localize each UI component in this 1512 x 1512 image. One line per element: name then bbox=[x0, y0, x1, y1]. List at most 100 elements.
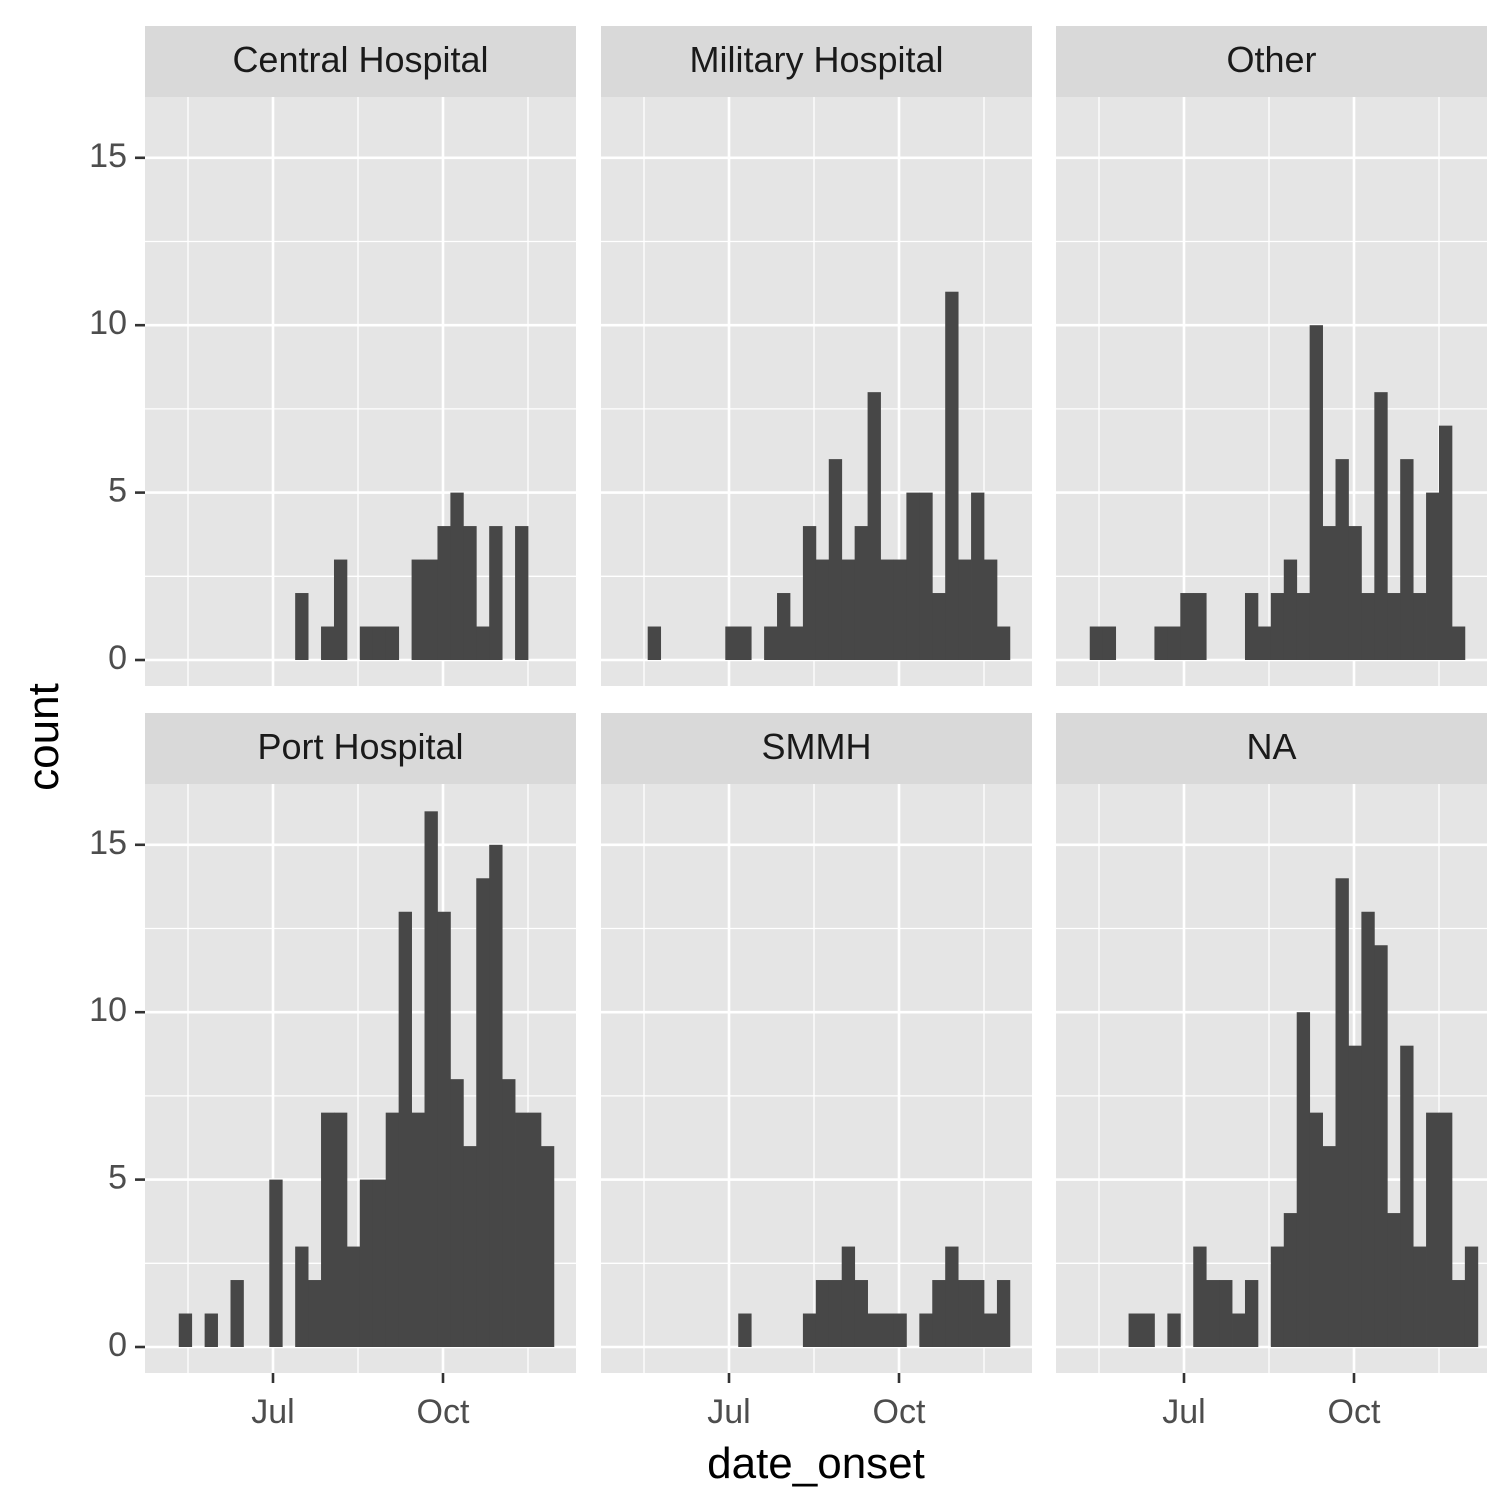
histogram-bar bbox=[880, 559, 894, 660]
histogram-bar bbox=[932, 593, 946, 660]
facet-strip-label: NA bbox=[1246, 726, 1296, 767]
histogram-bar bbox=[1348, 1045, 1362, 1347]
histogram-bar bbox=[1141, 1313, 1155, 1347]
histogram-bar bbox=[515, 1112, 529, 1347]
histogram-bar bbox=[333, 1112, 348, 1347]
histogram-bar bbox=[789, 626, 804, 660]
histogram-bar bbox=[1451, 626, 1466, 660]
histogram-bar bbox=[230, 1280, 244, 1347]
histogram-bar bbox=[204, 1313, 218, 1347]
histogram-bar bbox=[945, 291, 959, 660]
histogram-bar bbox=[815, 559, 830, 660]
histogram-bar bbox=[1361, 911, 1375, 1347]
panel-background bbox=[1056, 97, 1487, 686]
histogram-bar bbox=[828, 1280, 843, 1347]
y-tick-label: 0 bbox=[108, 1326, 127, 1364]
histogram-bar bbox=[958, 559, 972, 660]
histogram-bar bbox=[1451, 1280, 1466, 1347]
histogram-bar bbox=[996, 626, 1011, 660]
histogram-bar bbox=[463, 1146, 477, 1347]
y-tick-label: 5 bbox=[108, 1159, 127, 1197]
x-axis-title: date_onset bbox=[707, 1439, 925, 1488]
histogram-bar bbox=[1232, 1313, 1246, 1347]
histogram-bar bbox=[540, 1146, 555, 1347]
histogram-bar bbox=[489, 844, 503, 1347]
x-tick-label: Oct bbox=[1328, 1393, 1381, 1431]
histogram-bar bbox=[1322, 1146, 1336, 1347]
y-tick-label: 15 bbox=[89, 824, 127, 862]
histogram-bar bbox=[333, 559, 348, 660]
panel-background bbox=[145, 97, 576, 686]
histogram-bar bbox=[321, 1112, 335, 1347]
panel-background bbox=[601, 784, 1032, 1373]
histogram-bar bbox=[984, 1313, 998, 1347]
histogram-bar bbox=[1322, 526, 1336, 660]
facet-panel: Military Hospital bbox=[601, 26, 1032, 686]
histogram-bar bbox=[1400, 459, 1414, 660]
histogram-bar bbox=[178, 1313, 193, 1347]
facet-strip bbox=[1056, 26, 1487, 97]
histogram-bar bbox=[1309, 1112, 1323, 1347]
histogram-bar bbox=[932, 1280, 946, 1347]
histogram-bar bbox=[476, 878, 490, 1347]
facet-strip bbox=[601, 26, 1032, 97]
histogram-bar bbox=[321, 626, 335, 660]
histogram-bar bbox=[828, 459, 843, 660]
histogram-bar bbox=[1296, 1012, 1311, 1347]
histogram-bar bbox=[996, 1280, 1011, 1347]
histogram-bar bbox=[802, 1313, 817, 1347]
histogram-bar bbox=[1193, 1246, 1207, 1347]
histogram-bar bbox=[528, 1112, 542, 1347]
histogram-bar bbox=[906, 492, 920, 660]
histogram-bar bbox=[1167, 1313, 1181, 1347]
histogram-bar bbox=[1206, 1280, 1220, 1347]
histogram-bar bbox=[1219, 1280, 1233, 1347]
histogram-bar bbox=[777, 593, 791, 660]
facet-strip bbox=[145, 26, 576, 97]
histogram-bar bbox=[437, 526, 451, 660]
histogram-bar bbox=[1102, 626, 1117, 660]
histogram-bar bbox=[880, 1313, 894, 1347]
histogram-bar bbox=[1193, 593, 1207, 660]
facet-panel: Port Hospital 0 5 10 15 Jul Oct bbox=[89, 713, 576, 1431]
histogram-bar bbox=[1426, 492, 1440, 660]
facet-strip bbox=[1056, 713, 1487, 784]
histogram-bar bbox=[1335, 459, 1349, 660]
histogram-bar bbox=[1464, 1246, 1479, 1347]
histogram-bar bbox=[1426, 1112, 1440, 1347]
histogram-bar bbox=[346, 1246, 361, 1347]
histogram-bar bbox=[802, 526, 817, 660]
facet-strip-label: Central Hospital bbox=[232, 39, 488, 80]
histogram-bar bbox=[1244, 1280, 1259, 1347]
histogram-bar bbox=[411, 1112, 425, 1347]
x-tick-label: Jul bbox=[707, 1393, 750, 1431]
histogram-bar bbox=[295, 1246, 309, 1347]
histogram-bar bbox=[1296, 593, 1311, 660]
histogram-bar bbox=[1400, 1045, 1414, 1347]
histogram-bar bbox=[1154, 626, 1168, 660]
facet-panel: Central Hospital 0 5 10 15 bbox=[89, 26, 576, 686]
histogram-bar bbox=[502, 1079, 516, 1347]
histogram-bar bbox=[424, 559, 438, 660]
histogram-bar bbox=[867, 392, 881, 660]
y-tick-label: 15 bbox=[89, 137, 127, 175]
histogram-bar bbox=[854, 526, 868, 660]
histogram-bar bbox=[515, 526, 529, 660]
histogram-bar bbox=[1270, 1246, 1285, 1347]
histogram-bar bbox=[841, 1246, 856, 1347]
histogram-bar bbox=[489, 526, 503, 660]
histogram-bar bbox=[372, 626, 387, 660]
histogram-bar bbox=[647, 626, 662, 660]
histogram-bar bbox=[738, 626, 752, 660]
histogram-bar bbox=[1180, 593, 1194, 660]
histogram-bar bbox=[841, 559, 856, 660]
x-tick-label: Jul bbox=[1162, 1393, 1205, 1431]
histogram-bar bbox=[269, 1179, 283, 1347]
facet-strip-label: Other bbox=[1226, 39, 1316, 80]
histogram-bar bbox=[971, 1280, 985, 1347]
histogram-bar bbox=[1374, 945, 1388, 1347]
histogram-bar bbox=[450, 492, 464, 660]
histogram-bar bbox=[1283, 559, 1298, 660]
histogram-bar bbox=[1128, 1313, 1142, 1347]
histogram-bar bbox=[1309, 325, 1323, 660]
